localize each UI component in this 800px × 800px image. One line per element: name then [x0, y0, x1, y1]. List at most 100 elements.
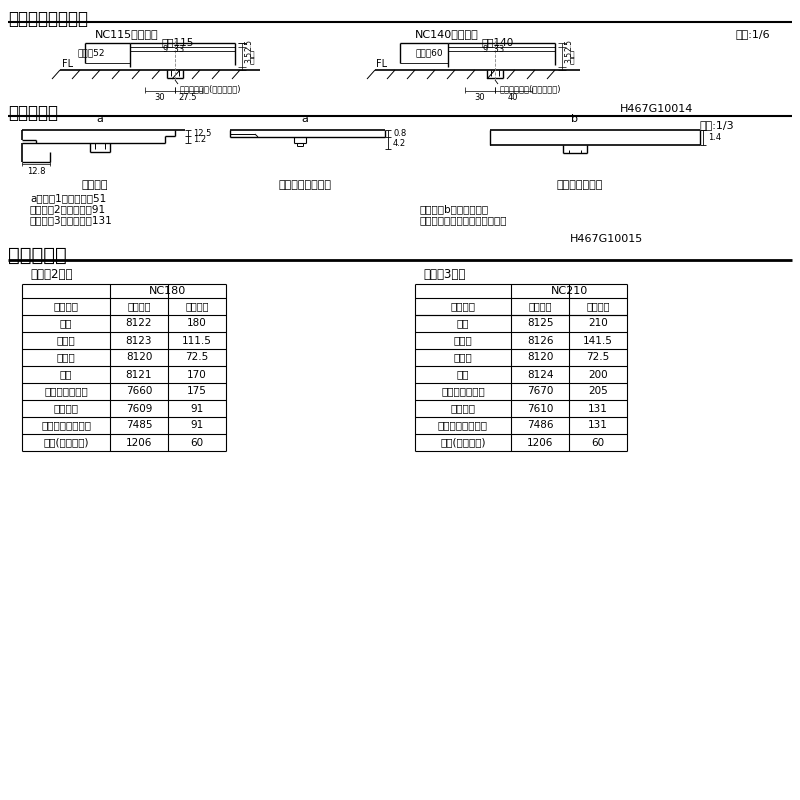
Text: 部材名称: 部材名称: [450, 302, 475, 311]
Text: 縦: 縦: [250, 50, 254, 59]
Text: 8126: 8126: [526, 335, 554, 346]
Text: 中継枠52: 中継枠52: [78, 48, 106, 57]
Text: 2本レール／91: 2本レール／91: [30, 204, 106, 214]
Text: b: b: [571, 114, 578, 124]
Text: 175: 175: [187, 386, 207, 397]
Text: 8120: 8120: [527, 353, 553, 362]
Text: 中縦枠: 中縦枠: [57, 353, 75, 362]
Text: フラット下レール: フラット下レール: [278, 180, 331, 190]
Text: 埋込敷居: 埋込敷居: [54, 403, 78, 414]
Text: 4.2: 4.2: [393, 138, 406, 147]
Text: 30: 30: [154, 93, 166, 102]
Text: 縦枠: 縦枠: [60, 318, 72, 329]
Text: 縮尺:1/3: 縮尺:1/3: [700, 120, 734, 130]
Text: ツバなし薄敷居: ツバなし薄敷居: [557, 180, 603, 190]
Text: 170: 170: [187, 370, 207, 379]
Text: 形材一覧表をご確認ください。: 形材一覧表をご確認ください。: [420, 215, 507, 225]
Text: 7486: 7486: [526, 421, 554, 430]
Text: 小縦枠: 小縦枠: [57, 335, 75, 346]
Text: 91: 91: [190, 421, 204, 430]
Text: 60: 60: [190, 438, 203, 447]
Text: 60: 60: [591, 438, 605, 447]
Text: FL: FL: [62, 59, 73, 69]
Text: 9  33: 9 33: [163, 45, 184, 54]
Text: 8121: 8121: [126, 370, 152, 379]
Text: 中継枠60: 中継枠60: [415, 48, 442, 57]
Text: 2.5: 2.5: [564, 39, 573, 51]
Text: 中縦枠: 中縦枠: [454, 353, 472, 362]
Text: H467G10015: H467G10015: [570, 234, 643, 244]
Text: 40: 40: [508, 93, 518, 102]
Text: 鴨居: 鴨居: [60, 370, 72, 379]
Text: 縦枠センター(柱センター): 縦枠センター(柱センター): [180, 84, 242, 93]
Text: 141.5: 141.5: [583, 335, 613, 346]
Text: 111.5: 111.5: [182, 335, 212, 346]
Text: 12.5: 12.5: [193, 129, 211, 138]
Text: 8122: 8122: [126, 318, 152, 329]
Text: 180: 180: [187, 318, 207, 329]
Text: 敷居詳細図: 敷居詳細図: [8, 104, 58, 122]
Text: 形材番号: 形材番号: [127, 302, 150, 311]
Text: 3本レール／131: 3本レール／131: [30, 215, 113, 225]
Text: 12.8: 12.8: [26, 167, 46, 176]
Text: 9  33: 9 33: [483, 45, 504, 54]
Text: 2.5: 2.5: [244, 39, 253, 51]
Text: 205: 205: [588, 386, 608, 397]
Text: 枠: 枠: [250, 56, 254, 65]
Text: 縦枠115: 縦枠115: [162, 37, 194, 47]
Text: 部材名称: 部材名称: [54, 302, 78, 311]
Text: フラット下レール: フラット下レール: [41, 421, 91, 430]
Text: 7485: 7485: [126, 421, 152, 430]
Text: 131: 131: [588, 421, 608, 430]
Text: 30: 30: [474, 93, 486, 102]
Text: 鴨居: 鴨居: [457, 370, 470, 379]
Text: 縦枠: 縦枠: [457, 318, 470, 329]
Text: a: a: [302, 114, 309, 124]
Text: H467G10014: H467G10014: [620, 104, 694, 114]
Text: 縦枠センター(柱センター): 縦枠センター(柱センター): [500, 84, 562, 93]
Text: 210: 210: [588, 318, 608, 329]
Text: フラット下レール: フラット下レール: [438, 421, 488, 430]
Text: a寸法：1本レール／51: a寸法：1本レール／51: [30, 193, 106, 203]
Text: 1206: 1206: [126, 438, 152, 447]
Text: 枠幅寸法: 枠幅寸法: [586, 302, 610, 311]
Text: 枠幅寸法bは右ページの: 枠幅寸法bは右ページの: [420, 204, 489, 214]
Text: 片引戸3枚建: 片引戸3枚建: [423, 268, 466, 281]
Text: 91: 91: [190, 403, 204, 414]
Text: 72.5: 72.5: [586, 353, 610, 362]
Text: 7670: 7670: [527, 386, 553, 397]
Text: NC210: NC210: [550, 286, 588, 296]
Text: 8124: 8124: [526, 370, 554, 379]
Text: 0.8: 0.8: [393, 129, 406, 138]
Text: 幅木(有償部品): 幅木(有償部品): [43, 438, 89, 447]
Text: NC115枠使用時: NC115枠使用時: [95, 29, 158, 39]
Text: 枠幅寸法: 枠幅寸法: [186, 302, 209, 311]
Text: 縮尺:1/6: 縮尺:1/6: [735, 29, 770, 39]
Text: 1.4: 1.4: [708, 134, 721, 142]
Text: 縦枠140: 縦枠140: [482, 37, 514, 47]
Text: 3.5: 3.5: [244, 51, 253, 63]
Text: 埋込敷居: 埋込敷居: [82, 180, 108, 190]
Text: NC140枠使用時: NC140枠使用時: [415, 29, 478, 39]
Text: 1206: 1206: [527, 438, 553, 447]
Text: 131: 131: [588, 403, 608, 414]
Text: 200: 200: [588, 370, 608, 379]
Text: 8120: 8120: [126, 353, 152, 362]
Text: 埋込敷居: 埋込敷居: [450, 403, 475, 414]
Text: ツバなし薄敷居: ツバなし薄敷居: [44, 386, 88, 397]
Text: 8125: 8125: [526, 318, 554, 329]
Text: 縦: 縦: [570, 50, 574, 59]
Text: 形材一覧表: 形材一覧表: [8, 246, 66, 265]
Text: 8123: 8123: [126, 335, 152, 346]
Text: 1.2: 1.2: [193, 135, 206, 145]
Text: NC180: NC180: [150, 286, 186, 296]
Text: 枠: 枠: [570, 56, 574, 65]
Text: 7660: 7660: [126, 386, 152, 397]
Text: 幅木(有償部品): 幅木(有償部品): [440, 438, 486, 447]
Text: 片引戸2枚建: 片引戸2枚建: [30, 268, 73, 281]
Text: 72.5: 72.5: [186, 353, 209, 362]
Text: 埋込数居納まり図: 埋込数居納まり図: [8, 10, 88, 28]
Text: 形材番号: 形材番号: [528, 302, 552, 311]
Text: 7609: 7609: [126, 403, 152, 414]
Text: ツバなし薄敷居: ツバなし薄敷居: [441, 386, 485, 397]
